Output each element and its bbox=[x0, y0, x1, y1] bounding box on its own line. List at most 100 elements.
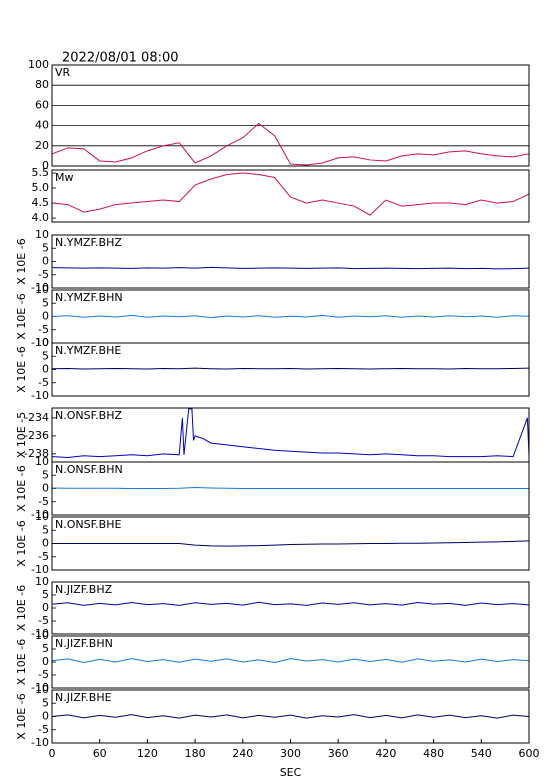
y-tick-label: 5 bbox=[42, 349, 49, 362]
y-axis-label: X 10E -5 bbox=[15, 412, 28, 458]
trace-label: N.ONSF.BHN bbox=[55, 463, 123, 476]
y-tick-label: -5 bbox=[38, 550, 49, 563]
y-tick-label: 10 bbox=[35, 455, 49, 468]
trace bbox=[52, 408, 529, 459]
trace bbox=[52, 658, 529, 664]
trace bbox=[52, 486, 529, 489]
trace bbox=[52, 714, 529, 719]
y-tick-label: -10 bbox=[31, 336, 49, 349]
trace bbox=[52, 266, 529, 270]
y-tick-label: 10 bbox=[35, 283, 49, 296]
y-axis-label: X 10E -6 bbox=[15, 639, 28, 685]
y-tick-label: -238 bbox=[24, 447, 49, 460]
trace-label: N.YMZF.BHZ bbox=[55, 236, 122, 249]
y-tick-label: 10 bbox=[35, 510, 49, 523]
y-tick-label: 0 bbox=[42, 255, 49, 268]
y-tick-label: -5 bbox=[38, 668, 49, 681]
trace bbox=[52, 172, 529, 216]
y-tick-label: 5 bbox=[42, 642, 49, 655]
y-tick-label: 0 bbox=[42, 601, 49, 614]
y-tick-label: -5 bbox=[38, 495, 49, 508]
trace-label: N.JIZF.BHZ bbox=[55, 583, 113, 596]
y-tick-label: -5 bbox=[38, 323, 49, 336]
x-tick-label: 600 bbox=[519, 747, 540, 760]
y-tick-label: 0 bbox=[42, 159, 49, 172]
y-axis-label: X 10E -6 bbox=[15, 520, 28, 566]
y-tick-label: 100 bbox=[28, 58, 49, 71]
y-tick-label: -5 bbox=[38, 268, 49, 281]
y-tick-label: 0 bbox=[42, 537, 49, 550]
y-tick-label: 20 bbox=[35, 139, 49, 152]
x-tick-label: 60 bbox=[93, 747, 107, 760]
x-tick-label: 480 bbox=[423, 747, 444, 760]
y-tick-label: -10 bbox=[31, 681, 49, 694]
panel-frame bbox=[51, 342, 530, 397]
y-tick-label: -5 bbox=[38, 723, 49, 736]
y-tick-label: 4.0 bbox=[32, 211, 50, 224]
y-tick-label: -10 bbox=[31, 736, 49, 749]
x-tick-label: 420 bbox=[375, 747, 396, 760]
trace bbox=[52, 367, 529, 370]
y-tick-label: 0 bbox=[42, 482, 49, 495]
y-axis-label: X 10E -6 bbox=[15, 693, 28, 739]
y-axis-label: X 10E -6 bbox=[15, 465, 28, 511]
panel-frame bbox=[51, 234, 530, 289]
panel-frame bbox=[51, 581, 530, 635]
y-tick-label: 40 bbox=[35, 119, 49, 132]
y-tick-label: -5 bbox=[38, 614, 49, 627]
y-tick-label: 5.5 bbox=[32, 166, 50, 179]
panel-frame bbox=[51, 407, 530, 463]
trace bbox=[52, 122, 529, 166]
y-tick-label: 0 bbox=[42, 710, 49, 723]
x-tick-label: 360 bbox=[328, 747, 349, 760]
panel-frame bbox=[51, 169, 530, 223]
y-tick-label: -10 bbox=[31, 627, 49, 640]
trace-label: VR bbox=[55, 66, 71, 79]
x-tick-label: 540 bbox=[471, 747, 492, 760]
y-tick-label: 10 bbox=[35, 683, 49, 696]
y-tick-label: -10 bbox=[31, 508, 49, 521]
y-tick-label: -5 bbox=[38, 376, 49, 389]
y-axis-label: X 10E -6 bbox=[15, 293, 28, 339]
y-axis-label: X 10E -6 bbox=[15, 238, 28, 284]
x-tick-label: 300 bbox=[280, 747, 301, 760]
y-tick-label: 5 bbox=[42, 296, 49, 309]
panel-frame bbox=[51, 516, 530, 571]
panel-frame bbox=[51, 64, 530, 167]
trace-label: N.YMZF.BHE bbox=[55, 344, 121, 357]
trace-label: N.ONSF.BHZ bbox=[55, 409, 122, 422]
y-tick-label: 5.0 bbox=[32, 181, 50, 194]
y-tick-label: 0 bbox=[42, 655, 49, 668]
x-tick-label: 0 bbox=[49, 747, 56, 760]
y-tick-label: 10 bbox=[35, 629, 49, 642]
x-tick-label: 120 bbox=[137, 747, 158, 760]
y-tick-label: 0 bbox=[42, 310, 49, 323]
x-tick-label: 180 bbox=[185, 747, 206, 760]
trace-label: N.ONSF.BHE bbox=[55, 518, 121, 531]
y-tick-label: 10 bbox=[35, 228, 49, 241]
y-axis-label: X 10E -6 bbox=[15, 585, 28, 631]
x-axis-label: SEC bbox=[280, 766, 302, 779]
y-tick-label: -10 bbox=[31, 281, 49, 294]
y-axis-label: X 10E -6 bbox=[15, 346, 28, 392]
y-tick-label: 10 bbox=[35, 336, 49, 349]
trace bbox=[52, 601, 529, 606]
y-tick-label: 5 bbox=[42, 523, 49, 536]
trace-label: N.YMZF.BHN bbox=[55, 291, 123, 304]
y-tick-label: 0 bbox=[42, 363, 49, 376]
chart-title: 2022/08/01 08:00 bbox=[62, 51, 179, 66]
y-tick-label: 4.5 bbox=[32, 196, 50, 209]
x-tick-label: 240 bbox=[232, 747, 253, 760]
y-tick-label: 5 bbox=[42, 588, 49, 601]
y-tick-label: 5 bbox=[42, 241, 49, 254]
y-tick-label: -10 bbox=[31, 563, 49, 576]
trace-label: N.JIZF.BHN bbox=[55, 637, 113, 650]
trace-label: N.JIZF.BHE bbox=[55, 691, 112, 704]
y-tick-label: -234 bbox=[24, 411, 49, 424]
panel-frame bbox=[51, 635, 530, 689]
trace-label: Mw bbox=[55, 171, 74, 184]
trace bbox=[52, 314, 529, 319]
y-tick-label: 10 bbox=[35, 575, 49, 588]
trace bbox=[52, 540, 529, 547]
